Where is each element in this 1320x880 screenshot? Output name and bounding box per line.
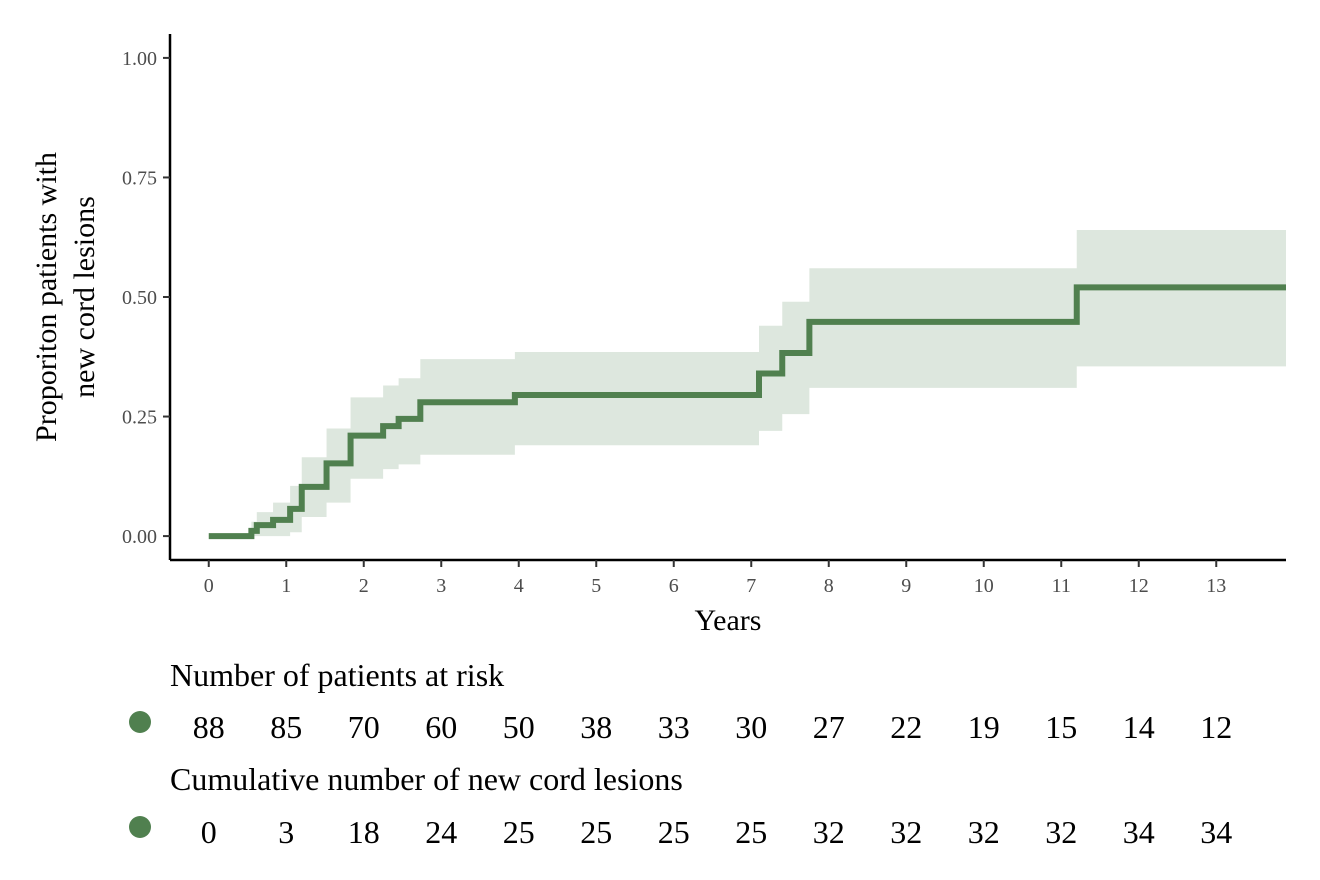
- cumulative-incidence-line: [208, 284, 1286, 540]
- cumulative-value: 24: [425, 814, 457, 850]
- cumulative-value: 0: [201, 814, 217, 850]
- y-tick-label: 0.50: [122, 287, 157, 309]
- cumulative-value: 25: [735, 814, 767, 850]
- at-risk-value: 12: [1200, 709, 1232, 745]
- at-risk-value: 15: [1045, 709, 1077, 745]
- at-risk-value: 27: [813, 709, 845, 745]
- x-tick-label: 4: [514, 575, 524, 597]
- risk-legend-marker: [129, 711, 151, 733]
- y-tick-label: 0.75: [122, 167, 157, 189]
- at-risk-value: 38: [580, 709, 612, 745]
- at-risk-value: 88: [193, 709, 225, 745]
- at-risk-value: 14: [1123, 709, 1155, 745]
- x-tick-label: 2: [359, 575, 369, 597]
- y-tick-label: 1.00: [122, 48, 157, 70]
- at-risk-value: 22: [890, 709, 922, 745]
- cumulative-value: 25: [580, 814, 612, 850]
- y-axis-title-line2: new cord lesions: [68, 196, 101, 398]
- cumulative-table-row: 0 3 18 24 25 25 25 25 32 32 32 32 34 34: [201, 814, 1233, 850]
- at-risk-value: 19: [968, 709, 1000, 745]
- x-tick-label: 8: [824, 575, 834, 597]
- cumulative-value: 34: [1123, 814, 1155, 850]
- cumulative-table-title: Cumulative number of new cord lesions: [170, 761, 683, 797]
- at-risk-value: 33: [658, 709, 690, 745]
- cumulative-legend-marker: [129, 816, 151, 838]
- cumulative-value: 34: [1200, 814, 1232, 850]
- x-tick-label: 1: [281, 575, 291, 597]
- cumulative-value: 25: [503, 814, 535, 850]
- confidence-band: [208, 230, 1286, 537]
- cumulative-value: 18: [348, 814, 380, 850]
- confidence-band-area: [208, 230, 1286, 537]
- x-tick-label: 0: [204, 575, 214, 597]
- at-risk-value: 30: [735, 709, 767, 745]
- at-risk-value: 85: [270, 709, 302, 745]
- x-tick-label: 13: [1206, 575, 1226, 597]
- risk-table-title: Number of patients at risk: [170, 657, 504, 693]
- cumulative-value: 32: [968, 814, 1000, 850]
- cumulative-value: 32: [1045, 814, 1077, 850]
- cumulative-value: 3: [278, 814, 294, 850]
- cumulative-value: 25: [658, 814, 690, 850]
- y-ticks: 0.00 0.25 0.50 0.75 1.00: [122, 48, 170, 548]
- x-tick-label: 9: [901, 575, 911, 597]
- cumulative-value: 32: [813, 814, 845, 850]
- step-line: [208, 284, 1286, 540]
- x-ticks: 0 1 2 3 4 5 6 7 8 9 10 11 12 13: [204, 560, 1226, 597]
- x-tick-label: 7: [746, 575, 756, 597]
- cumulative-value: 32: [890, 814, 922, 850]
- y-tick-label: 0.00: [122, 526, 157, 548]
- x-tick-label: 3: [436, 575, 446, 597]
- y-tick-label: 0.25: [122, 407, 157, 429]
- at-risk-value: 60: [425, 709, 457, 745]
- x-axis-title: Years: [695, 604, 762, 637]
- y-axis-title-line1: Proporiton patients with: [30, 152, 63, 442]
- x-tick-label: 12: [1129, 575, 1149, 597]
- x-tick-label: 5: [591, 575, 601, 597]
- x-tick-label: 11: [1052, 575, 1071, 597]
- x-tick-label: 10: [974, 575, 994, 597]
- at-risk-value: 50: [503, 709, 535, 745]
- x-tick-label: 6: [669, 575, 679, 597]
- at-risk-value: 70: [348, 709, 380, 745]
- risk-table-row: 88 85 70 60 50 38 33 30 27 22 19 15 14 12: [193, 709, 1233, 745]
